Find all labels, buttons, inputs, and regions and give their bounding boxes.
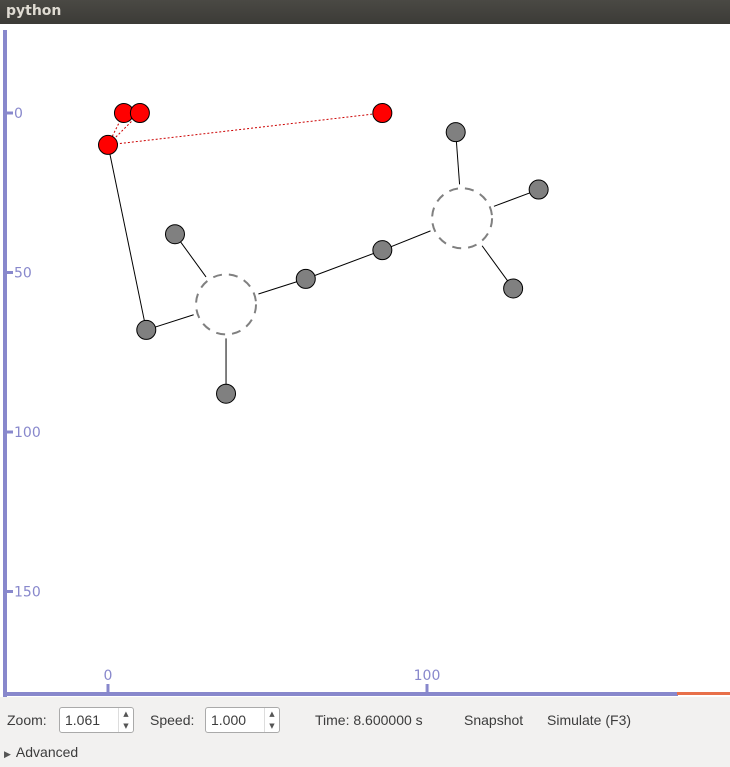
advanced-expander[interactable]: ▶ Advanced [4,744,78,760]
zoom-spin-arrows[interactable]: ▲ ▼ [118,708,133,732]
red-node[interactable] [129,103,150,123]
x-axis [3,692,678,696]
gray-node[interactable] [503,278,524,299]
hub-circle[interactable] [431,187,494,250]
time-readout: Time: 8.600000 s [315,712,423,728]
hub-circle[interactable] [195,273,258,336]
x-tick-label: 0 [104,668,113,684]
gray-node[interactable] [528,179,549,200]
hubs-layer [195,187,494,336]
speed-spinbox[interactable]: 1.000 ▲ ▼ [205,707,280,733]
links-layer [107,112,539,394]
gray-node[interactable] [445,122,466,143]
axis-ticks: 0 50 100 150 0 100 [3,106,440,696]
expander-arrow-icon: ▶ [4,749,11,759]
window-titlebar: python [0,0,730,24]
solid-link [305,249,383,280]
zoom-value[interactable]: 1.061 [65,712,101,728]
y-tick-label: 150 [14,585,41,601]
speed-spin-arrows[interactable]: ▲ ▼ [264,708,279,732]
speed-label: Speed: [150,712,195,728]
gray-node[interactable] [295,268,316,289]
y-tick-label: 0 [14,106,23,122]
y-tick-label: 50 [14,266,32,282]
snapshot-button[interactable]: Snapshot [464,712,524,728]
red-node[interactable] [98,134,118,155]
gray-node[interactable] [136,319,157,340]
y-tick-label: 100 [14,425,41,441]
gray-node[interactable] [164,224,185,245]
speed-value[interactable]: 1.000 [211,712,247,728]
scene-svg[interactable]: 0 50 100 150 0 100 [0,24,730,697]
solid-link [107,144,147,331]
zoom-label: Zoom: [7,712,47,728]
x-tick-label: 100 [414,668,441,684]
red-node[interactable] [372,103,393,123]
gray-node[interactable] [216,383,237,404]
y-axis [3,30,7,697]
advanced-label: Advanced [15,744,79,760]
simulation-canvas[interactable]: 0 50 100 150 0 100 [0,24,730,697]
zoom-spinbox[interactable]: 1.061 ▲ ▼ [59,707,134,733]
dotted-link [107,112,383,146]
gray-node[interactable] [372,240,393,261]
control-bar: Zoom: 1.061 ▲ ▼ Speed: 1.000 ▲ ▼ Time: 8.6… [0,697,730,767]
simulate-button[interactable]: Simulate (F3) [547,712,632,728]
x-axis-end-marker [677,692,730,695]
nodes-layer [98,103,549,404]
window-title: python [6,3,62,19]
